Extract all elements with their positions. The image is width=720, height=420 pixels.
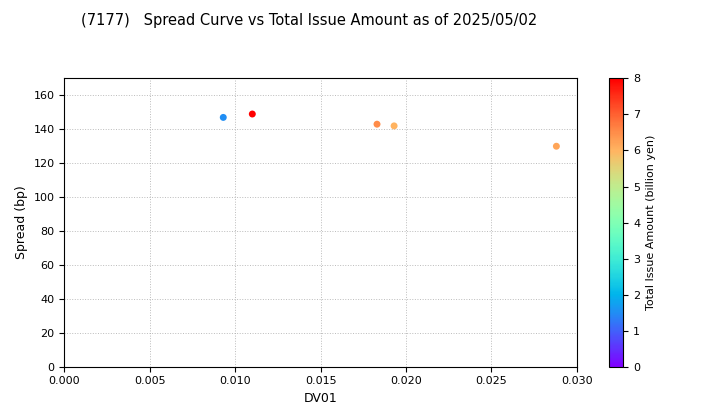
Point xyxy=(551,143,562,150)
Text: (7177)   Spread Curve vs Total Issue Amount as of 2025/05/02: (7177) Spread Curve vs Total Issue Amoun… xyxy=(81,13,538,28)
Point xyxy=(217,114,229,121)
Point xyxy=(388,123,400,129)
Point xyxy=(246,110,258,117)
Point xyxy=(372,121,383,128)
Y-axis label: Spread (bp): Spread (bp) xyxy=(15,186,28,260)
X-axis label: DV01: DV01 xyxy=(304,392,338,405)
Y-axis label: Total Issue Amount (billion yen): Total Issue Amount (billion yen) xyxy=(646,135,656,310)
